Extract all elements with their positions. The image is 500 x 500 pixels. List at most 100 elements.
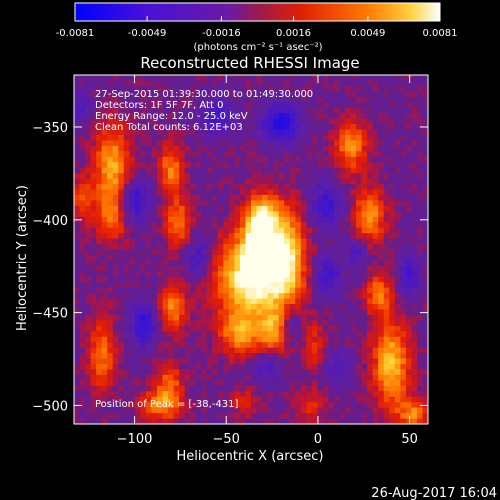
heatmap-cell	[400, 374, 407, 381]
heatmap-cell	[383, 287, 390, 294]
heatmap-cell	[134, 102, 141, 109]
heatmap-cell	[118, 304, 125, 311]
heatmap-cell	[267, 211, 274, 218]
heatmap-cell	[383, 107, 390, 114]
heatmap-cell	[345, 75, 352, 82]
heatmap-cell	[262, 211, 269, 218]
heatmap-cell	[90, 369, 97, 376]
heatmap-cell	[356, 265, 363, 272]
heatmap-cell	[201, 320, 208, 327]
heatmap-cell	[118, 118, 125, 125]
heatmap-cell	[212, 75, 219, 82]
heatmap-cell	[118, 380, 125, 387]
heatmap-cell	[74, 287, 81, 294]
heatmap-cell	[383, 309, 390, 316]
heatmap-cell	[411, 407, 418, 414]
heatmap-cell	[228, 118, 236, 125]
heatmap-cell	[234, 238, 241, 245]
heatmap-cell	[151, 342, 158, 349]
heatmap-cell	[228, 391, 236, 398]
heatmap-cell	[262, 124, 269, 131]
heatmap-cell	[350, 140, 357, 147]
heatmap-cell	[212, 353, 219, 360]
heatmap-cell	[284, 298, 291, 305]
heatmap-cell	[107, 391, 114, 398]
heatmap-cell	[378, 238, 385, 245]
heatmap-cell	[400, 145, 407, 152]
heatmap-cell	[228, 227, 236, 234]
heatmap-cell	[123, 369, 130, 376]
heatmap-cell	[284, 233, 291, 240]
heatmap-cell	[162, 320, 169, 327]
heatmap-cell	[184, 134, 191, 142]
colorbar-tick-label: 0.0016	[276, 28, 311, 39]
heatmap-cell	[129, 238, 136, 245]
heatmap-cell	[289, 304, 296, 311]
heatmap-cell	[278, 233, 285, 240]
heatmap-cell	[411, 178, 418, 185]
heatmap-cell	[112, 145, 119, 152]
heatmap-cell	[90, 374, 97, 381]
heatmap-cell	[206, 265, 213, 272]
heatmap-cell	[411, 96, 418, 103]
heatmap-cell	[333, 364, 341, 371]
heatmap-cell	[217, 396, 224, 403]
heatmap-cell	[79, 391, 86, 398]
heatmap-cell	[206, 124, 213, 131]
heatmap-cell	[345, 151, 352, 158]
heatmap-cell	[322, 407, 330, 414]
heatmap-cell	[256, 314, 263, 321]
heatmap-cell	[112, 200, 119, 207]
heatmap-cell	[156, 107, 164, 114]
heatmap-cell	[356, 396, 363, 403]
heatmap-cell	[311, 374, 318, 381]
heatmap-cell	[212, 364, 219, 371]
heatmap-cell	[389, 320, 396, 327]
heatmap-cell	[79, 205, 86, 212]
heatmap-cell	[140, 91, 147, 98]
heatmap-cell	[422, 194, 428, 202]
heatmap-cell	[96, 369, 103, 376]
heatmap-cell	[350, 91, 357, 98]
heatmap-cell	[328, 151, 335, 158]
heatmap-cell	[184, 140, 191, 147]
heatmap-cell	[179, 194, 186, 202]
heatmap-cell	[262, 113, 269, 120]
heatmap-cell	[389, 151, 396, 158]
heatmap-cell	[394, 249, 401, 256]
heatmap-cell	[284, 211, 291, 218]
heatmap-cell	[416, 298, 424, 305]
heatmap-cell	[389, 347, 396, 354]
heatmap-cell	[295, 216, 302, 223]
heatmap-cell	[389, 85, 396, 92]
heatmap-cell	[411, 380, 418, 387]
heatmap-cell	[256, 298, 263, 305]
heatmap-cell	[151, 118, 158, 125]
heatmap-cell	[267, 222, 274, 229]
heatmap-cell	[273, 211, 280, 218]
heatmap-cell	[306, 342, 313, 349]
heatmap-cell	[206, 304, 213, 311]
heatmap-cell	[245, 107, 252, 114]
heatmap-cell	[140, 391, 147, 398]
heatmap-cell	[411, 369, 418, 376]
heatmap-cell	[168, 140, 175, 147]
heatmap-cell	[179, 271, 186, 278]
heatmap-cell	[251, 353, 258, 360]
heatmap-cell	[284, 118, 291, 125]
heatmap-cell	[118, 358, 125, 365]
heatmap-cell	[134, 124, 141, 131]
heatmap-cell	[118, 309, 125, 316]
heatmap-cell	[416, 178, 424, 185]
heatmap-cell	[112, 173, 119, 180]
heatmap-cell	[179, 124, 186, 131]
heatmap-cell	[367, 304, 374, 311]
heatmap-cell	[411, 189, 418, 196]
heatmap-cell	[107, 364, 114, 371]
heatmap-cell	[228, 162, 236, 169]
heatmap-cell	[85, 413, 92, 420]
heatmap-cell	[79, 385, 86, 392]
heatmap-cell	[179, 162, 186, 169]
heatmap-cell	[201, 194, 208, 202]
heatmap-cell	[273, 396, 280, 403]
